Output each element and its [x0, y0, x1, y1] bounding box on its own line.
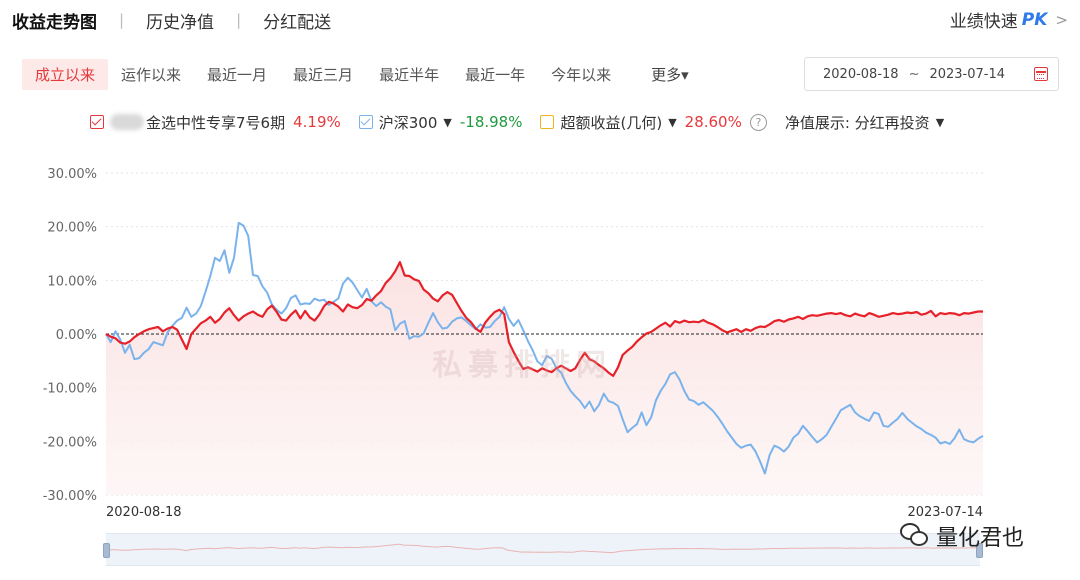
legend-index-name: 沪深300: [378, 113, 438, 132]
fund-area-fill: [106, 262, 983, 495]
checkbox-excess[interactable]: [540, 115, 555, 129]
top-tab-bar: 收益走势图 | 历史净值 | 分红配送: [12, 6, 331, 34]
period-last-3-months[interactable]: 最近三月: [293, 65, 354, 84]
date-end[interactable]: 2023-07-14: [929, 66, 1006, 82]
return-trend-chart[interactable]: 30.00% 20.00% 10.00% 0.00% -10.00% -20.00% -30…: [0, 150, 1080, 530]
period-selector: 成立以来 运作以来 最近一月 最近三月 最近半年 最近一年 今年以来 更多▾: [22, 58, 702, 90]
legend-fund-value: 4.19%: [293, 113, 341, 131]
range-navigator[interactable]: [103, 533, 983, 566]
chart-series: [105, 221, 984, 475]
period-last-month[interactable]: 最近一月: [207, 65, 268, 84]
checkbox-index[interactable]: [358, 115, 373, 129]
date-range-picker[interactable]: 2020-08-18 ~ 2023-07-14: [804, 57, 1059, 91]
y-tick-label: 20.00%: [47, 221, 97, 236]
tab-separator: |: [119, 11, 125, 29]
period-since-operation[interactable]: 运作以来: [121, 65, 182, 84]
chevron-right-icon: >: [1055, 10, 1068, 29]
legend-excess-value: 28.60%: [684, 113, 742, 131]
wechat-account-name: 量化君也: [936, 526, 1025, 551]
caret-down-icon[interactable]: ▼: [443, 115, 452, 129]
period-ytd[interactable]: 今年以来: [551, 65, 612, 84]
checkbox-fund[interactable]: [90, 115, 104, 129]
legend-fund-name: 金选中性专享7号6期: [146, 113, 286, 132]
wechat-icon: [900, 523, 930, 549]
caret-down-icon: ▼: [935, 115, 945, 129]
date-separator: ~: [908, 66, 920, 82]
navigator-mini-series: [106, 543, 980, 554]
blurred-fund-prefix: [110, 114, 144, 130]
tab-dividends[interactable]: 分红配送: [263, 12, 332, 33]
legend-item-excess[interactable]: 超额收益(几何) ▼ 28.60% ?: [540, 112, 767, 133]
legend-item-index[interactable]: 沪深300 ▼ -18.98%: [358, 112, 523, 133]
nav-display-label: 净值展示: 分红再投资: [784, 113, 930, 132]
legend-index-value: -18.98%: [459, 113, 523, 131]
chart-legend: 金选中性专享7号6期 4.19% 沪深300 ▼ -18.98% 超额收益(几何…: [90, 110, 962, 134]
x-axis-start-label: 2020-08-18: [106, 505, 182, 520]
legend-item-fund[interactable]: 金选中性专享7号6期 4.19%: [90, 112, 341, 133]
date-start[interactable]: 2020-08-18: [823, 66, 899, 82]
wechat-watermark: 量化君也: [900, 520, 1024, 552]
navigator-right-handle[interactable]: [976, 543, 983, 558]
period-since-inception[interactable]: 成立以来: [22, 58, 109, 90]
y-axis-labels: 30.00% 20.00% 10.00% 0.00% -10.00% -20.00% -30…: [43, 167, 97, 504]
nav-display-dropdown[interactable]: 净值展示: 分红再投资 ▼: [785, 112, 944, 133]
index-series-line: [105, 221, 984, 475]
navigator-left-handle[interactable]: [103, 543, 110, 558]
tab-return-trend[interactable]: 收益走势图: [12, 12, 97, 33]
calendar-icon[interactable]: [1034, 67, 1048, 81]
x-axis-end-label: 2023-07-14: [907, 505, 983, 520]
pk-label: PK: [1021, 9, 1048, 30]
period-last-half-year[interactable]: 最近半年: [379, 65, 440, 84]
pk-prefix-label: 业绩快速: [949, 12, 1018, 32]
y-tick-label: -10.00%: [43, 382, 97, 397]
navigator-line: [106, 543, 980, 554]
caret-down-icon[interactable]: ▼: [668, 115, 677, 129]
legend-excess-name: 超额收益(几何): [560, 113, 663, 132]
y-tick-label: 30.00%: [47, 167, 97, 182]
y-tick-label: 0.00%: [56, 328, 97, 343]
help-icon[interactable]: ?: [749, 113, 767, 131]
period-last-year[interactable]: 最近一年: [465, 65, 526, 84]
period-more-dropdown[interactable]: 更多▾: [651, 65, 689, 84]
y-tick-label: 10.00%: [47, 274, 97, 289]
tab-history-nav[interactable]: 历史净值: [146, 12, 215, 33]
performance-pk-link[interactable]: 业绩快速 PK >: [949, 7, 1068, 33]
fund-series-line: [105, 261, 983, 377]
tab-separator: |: [236, 11, 242, 29]
y-tick-label: -20.00%: [43, 435, 97, 450]
y-tick-label: -30.00%: [43, 489, 97, 504]
watermark: 私募排排网: [432, 348, 612, 383]
